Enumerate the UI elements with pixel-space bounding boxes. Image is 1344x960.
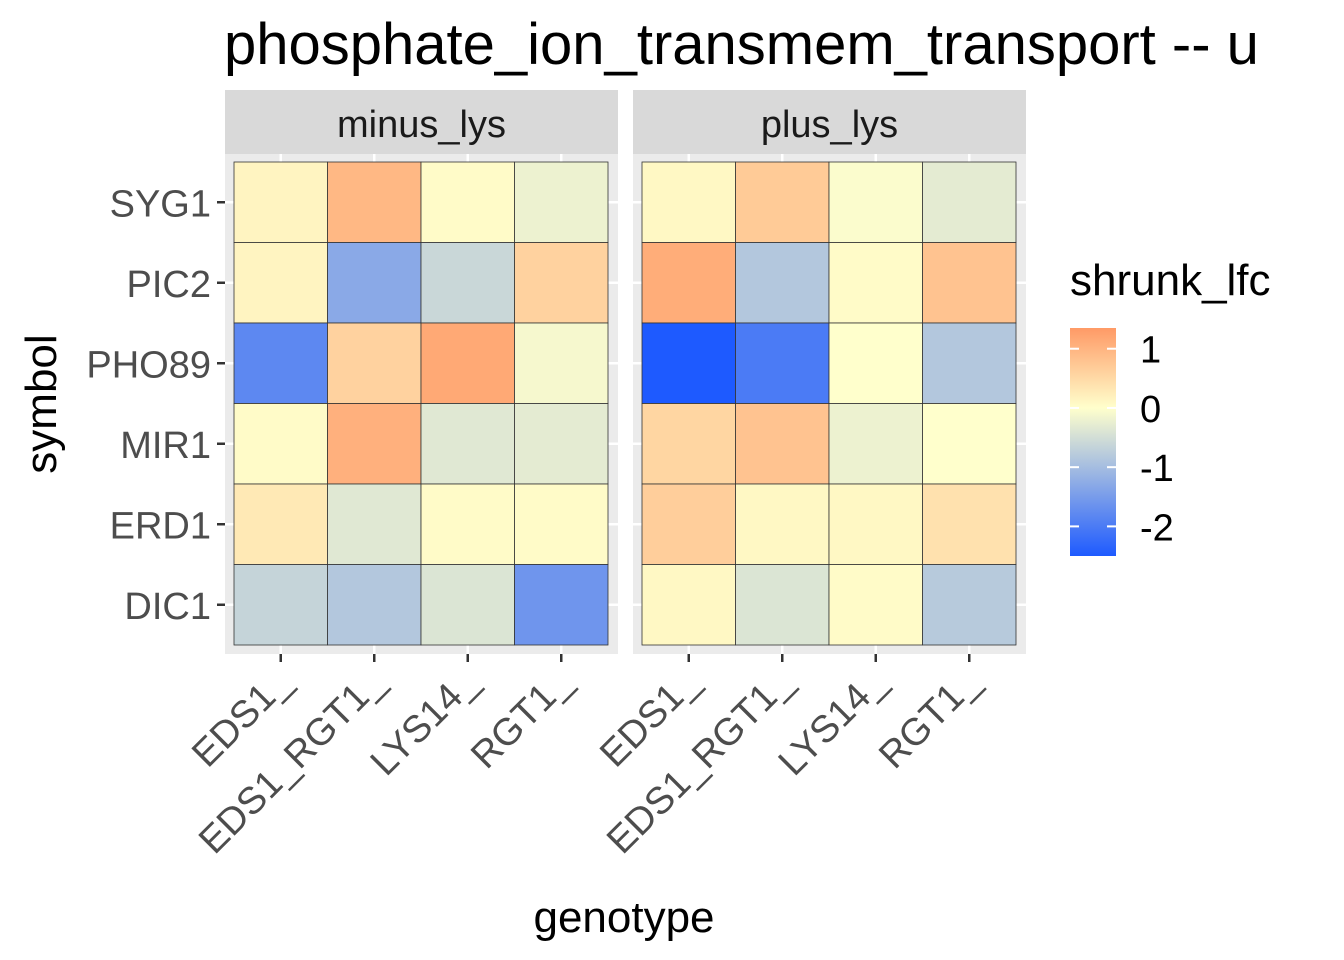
facet-label-plus_lys: plus_lys [761, 104, 898, 146]
y-axis: SYG1 PIC2 PHO89 MIR1 ERD1 DIC1 [86, 183, 225, 628]
facet-panels: minus_lys plus_lys [225, 90, 1026, 654]
facet-panel-plus_lys: plus_lys [633, 90, 1026, 654]
heatmap-cell-plus_lys-PHO89-EDS1_ [641, 322, 736, 404]
heatmap-cell-plus_lys-PIC2-EDS1_ [641, 242, 736, 324]
heatmap-cell-plus_lys-MIR1-EDS1_ [641, 403, 736, 485]
heatmap-cell-minus_lys-DIC1-RGT1_ [514, 564, 609, 646]
y-tick-label-DIC1: DIC1 [124, 586, 211, 628]
x-axis-title: genotype [533, 893, 714, 942]
heatmap-cell-plus_lys-PHO89-LYS14_ [828, 322, 923, 404]
heatmap-cell-minus_lys-DIC1-EDS1_ [233, 564, 328, 646]
heatmap-cell-plus_lys-MIR1-LYS14_ [828, 403, 923, 485]
heatmap-cell-minus_lys-SYG1-EDS1_RGT1_ [327, 161, 422, 243]
heatmap-cell-plus_lys-SYG1-EDS1_RGT1_ [735, 161, 830, 243]
heatmap-cell-minus_lys-PHO89-LYS14_ [420, 322, 515, 404]
heatmap-cell-minus_lys-PIC2-EDS1_ [233, 242, 328, 324]
heatmap-cell-plus_lys-PHO89-RGT1_ [922, 322, 1017, 404]
heatmap-cell-minus_lys-ERD1-EDS1_ [233, 483, 328, 565]
heatmap-cell-plus_lys-PIC2-EDS1_RGT1_ [735, 242, 830, 324]
heatmap-cell-minus_lys-SYG1-LYS14_ [420, 161, 515, 243]
heatmap-cell-plus_lys-ERD1-EDS1_RGT1_ [735, 483, 830, 565]
heatmap-cell-minus_lys-MIR1-LYS14_ [420, 403, 515, 485]
heatmap-cell-plus_lys-ERD1-LYS14_ [828, 483, 923, 565]
heatmap-cell-minus_lys-PIC2-EDS1_RGT1_ [327, 242, 422, 324]
heatmap-cell-minus_lys-SYG1-RGT1_ [514, 161, 609, 243]
heatmap-cell-plus_lys-DIC1-EDS1_ [641, 564, 736, 646]
legend-label-1: 0 [1140, 389, 1161, 431]
color-legend: shrunk_lfc 1 0 -1 -2 [1070, 256, 1271, 556]
legend-title: shrunk_lfc [1070, 256, 1271, 305]
legend-colorbar [1070, 328, 1116, 556]
facet-label-minus_lys: minus_lys [337, 104, 506, 146]
y-axis-title: symbol [17, 334, 66, 473]
x-tick-label-minus_lys-LYS14_: LYS14_ [363, 660, 487, 784]
legend-label-0: 1 [1140, 330, 1161, 372]
x-axis: EDS1_EDS1_RGT1_LYS14_RGT1_ EDS1_EDS1_RGT1… [184, 654, 988, 862]
chart-title: phosphate_ion_transmem_transport -- u [224, 12, 1259, 77]
heatmap-cell-plus_lys-SYG1-EDS1_ [641, 161, 736, 243]
heatmap-cell-plus_lys-MIR1-RGT1_ [922, 403, 1017, 485]
heatmap-cell-plus_lys-DIC1-EDS1_RGT1_ [735, 564, 830, 646]
heatmap-cell-minus_lys-DIC1-EDS1_RGT1_ [327, 564, 422, 646]
heatmap-cell-plus_lys-DIC1-LYS14_ [828, 564, 923, 646]
heatmap-cell-minus_lys-PIC2-LYS14_ [420, 242, 515, 324]
heatmap-cell-minus_lys-PHO89-RGT1_ [514, 322, 609, 404]
facet-strip-plus_lys [633, 90, 1026, 154]
heatmap-cell-minus_lys-ERD1-EDS1_RGT1_ [327, 483, 422, 565]
heatmap-cell-minus_lys-ERD1-LYS14_ [420, 483, 515, 565]
heatmap-cell-plus_lys-PIC2-RGT1_ [922, 242, 1017, 324]
heatmap-cell-minus_lys-ERD1-RGT1_ [514, 483, 609, 565]
heatmap-cell-plus_lys-PIC2-LYS14_ [828, 242, 923, 324]
facet-panel-minus_lys: minus_lys [225, 90, 618, 654]
y-tick-label-MIR1: MIR1 [120, 425, 211, 467]
y-tick-label-PIC2: PIC2 [127, 264, 211, 306]
heatmap-cell-minus_lys-MIR1-EDS1_ [233, 403, 328, 485]
legend-label-2: -1 [1140, 448, 1174, 490]
y-tick-label-PHO89: PHO89 [86, 344, 211, 386]
heatmap-cell-minus_lys-MIR1-RGT1_ [514, 403, 609, 485]
heatmap-cell-minus_lys-PIC2-RGT1_ [514, 242, 609, 324]
heatmap-cell-plus_lys-SYG1-RGT1_ [922, 161, 1017, 243]
heatmap-cell-minus_lys-MIR1-EDS1_RGT1_ [327, 403, 422, 485]
heatmap-cell-minus_lys-PHO89-EDS1_RGT1_ [327, 322, 422, 404]
heatmap-cell-plus_lys-SYG1-LYS14_ [828, 161, 923, 243]
x-tick-label-minus_lys-RGT1_: RGT1_ [463, 660, 580, 777]
facet-strip-minus_lys [225, 90, 618, 154]
x-tick-label-plus_lys-RGT1_: RGT1_ [871, 660, 988, 777]
heatmap-cell-minus_lys-SYG1-EDS1_ [233, 161, 328, 243]
heatmap-cell-plus_lys-ERD1-RGT1_ [922, 483, 1017, 565]
heatmap-cell-minus_lys-DIC1-LYS14_ [420, 564, 515, 646]
heatmap-cell-plus_lys-PHO89-EDS1_RGT1_ [735, 322, 830, 404]
heatmap-cell-plus_lys-ERD1-EDS1_ [641, 483, 736, 565]
legend-label-3: -2 [1140, 507, 1174, 549]
y-tick-label-SYG1: SYG1 [110, 183, 211, 225]
heatmap-cell-plus_lys-MIR1-EDS1_RGT1_ [735, 403, 830, 485]
x-tick-label-plus_lys-LYS14_: LYS14_ [771, 660, 895, 784]
heatmap-cell-plus_lys-DIC1-RGT1_ [922, 564, 1017, 646]
y-tick-label-ERD1: ERD1 [110, 505, 211, 547]
heatmap-cell-minus_lys-PHO89-EDS1_ [233, 322, 328, 404]
